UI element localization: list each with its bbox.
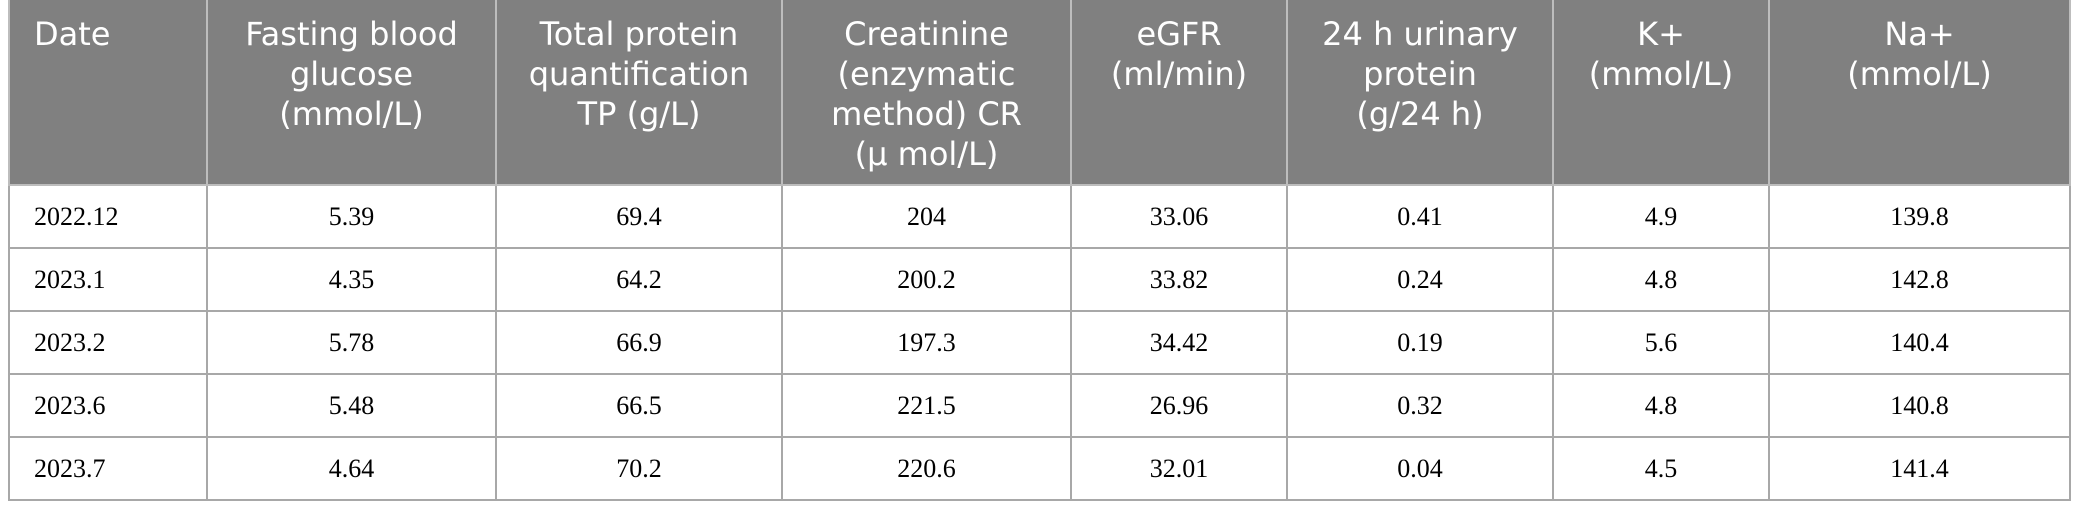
cell-sodium: 142.8 bbox=[1768, 247, 2071, 312]
cell-sodium: 140.8 bbox=[1768, 373, 2071, 438]
cell-egfr: 34.42 bbox=[1070, 310, 1288, 375]
cell-fasting-blood-glucose: 4.35 bbox=[206, 247, 497, 312]
cell-fasting-blood-glucose: 5.78 bbox=[206, 310, 497, 375]
cell-date: 2023.6 bbox=[8, 373, 208, 438]
cell-egfr: 26.96 bbox=[1070, 373, 1288, 438]
table-row: 2023.6 5.48 66.5 221.5 26.96 0.32 4.8 14… bbox=[8, 373, 2071, 438]
cell-creatinine: 221.5 bbox=[781, 373, 1072, 438]
table-row: 2023.1 4.35 64.2 200.2 33.82 0.24 4.8 14… bbox=[8, 247, 2071, 312]
cell-potassium: 4.8 bbox=[1552, 373, 1770, 438]
cell-total-protein: 69.4 bbox=[495, 184, 783, 249]
cell-date: 2023.2 bbox=[8, 310, 208, 375]
header-fasting-blood-glucose: Fasting blood glucose (mmol/L) bbox=[206, 0, 497, 186]
cell-urinary-protein: 0.19 bbox=[1286, 310, 1554, 375]
cell-urinary-protein: 0.04 bbox=[1286, 436, 1554, 501]
cell-sodium: 140.4 bbox=[1768, 310, 2071, 375]
table-row: 2023.2 5.78 66.9 197.3 34.42 0.19 5.6 14… bbox=[8, 310, 2071, 375]
table-row: 2022.12 5.39 69.4 204 33.06 0.41 4.9 139… bbox=[8, 184, 2071, 249]
cell-date: 2023.1 bbox=[8, 247, 208, 312]
cell-creatinine: 197.3 bbox=[781, 310, 1072, 375]
lab-results-table-container: Date Fasting blood glucose (mmol/L) Tota… bbox=[8, 0, 2071, 501]
cell-sodium: 141.4 bbox=[1768, 436, 2071, 501]
header-sodium: Na+ (mmol/L) bbox=[1768, 0, 2071, 186]
cell-total-protein: 66.5 bbox=[495, 373, 783, 438]
cell-creatinine: 200.2 bbox=[781, 247, 1072, 312]
cell-date: 2023.7 bbox=[8, 436, 208, 501]
header-egfr: eGFR (ml/min) bbox=[1070, 0, 1288, 186]
cell-creatinine: 204 bbox=[781, 184, 1072, 249]
cell-egfr: 33.06 bbox=[1070, 184, 1288, 249]
lab-results-table: Date Fasting blood glucose (mmol/L) Tota… bbox=[8, 0, 2071, 501]
cell-date: 2022.12 bbox=[8, 184, 208, 249]
cell-urinary-protein: 0.24 bbox=[1286, 247, 1554, 312]
cell-creatinine: 220.6 bbox=[781, 436, 1072, 501]
cell-potassium: 5.6 bbox=[1552, 310, 1770, 375]
cell-potassium: 4.5 bbox=[1552, 436, 1770, 501]
header-date: Date bbox=[8, 0, 208, 186]
cell-total-protein: 70.2 bbox=[495, 436, 783, 501]
cell-total-protein: 64.2 bbox=[495, 247, 783, 312]
cell-egfr: 32.01 bbox=[1070, 436, 1288, 501]
cell-fasting-blood-glucose: 5.39 bbox=[206, 184, 497, 249]
cell-fasting-blood-glucose: 4.64 bbox=[206, 436, 497, 501]
cell-potassium: 4.9 bbox=[1552, 184, 1770, 249]
cell-total-protein: 66.9 bbox=[495, 310, 783, 375]
header-total-protein: Total protein quantification TP (g/L) bbox=[495, 0, 783, 186]
cell-urinary-protein: 0.32 bbox=[1286, 373, 1554, 438]
header-potassium: K+ (mmol/L) bbox=[1552, 0, 1770, 186]
cell-potassium: 4.8 bbox=[1552, 247, 1770, 312]
header-creatinine: Creatinine (enzymatic method) CR (μ mol/… bbox=[781, 0, 1072, 186]
cell-fasting-blood-glucose: 5.48 bbox=[206, 373, 497, 438]
cell-urinary-protein: 0.41 bbox=[1286, 184, 1554, 249]
table-row: 2023.7 4.64 70.2 220.6 32.01 0.04 4.5 14… bbox=[8, 436, 2071, 501]
cell-sodium: 139.8 bbox=[1768, 184, 2071, 249]
cell-egfr: 33.82 bbox=[1070, 247, 1288, 312]
header-row: Date Fasting blood glucose (mmol/L) Tota… bbox=[8, 0, 2071, 186]
header-urinary-protein: 24 h urinary protein (g/24 h) bbox=[1286, 0, 1554, 186]
